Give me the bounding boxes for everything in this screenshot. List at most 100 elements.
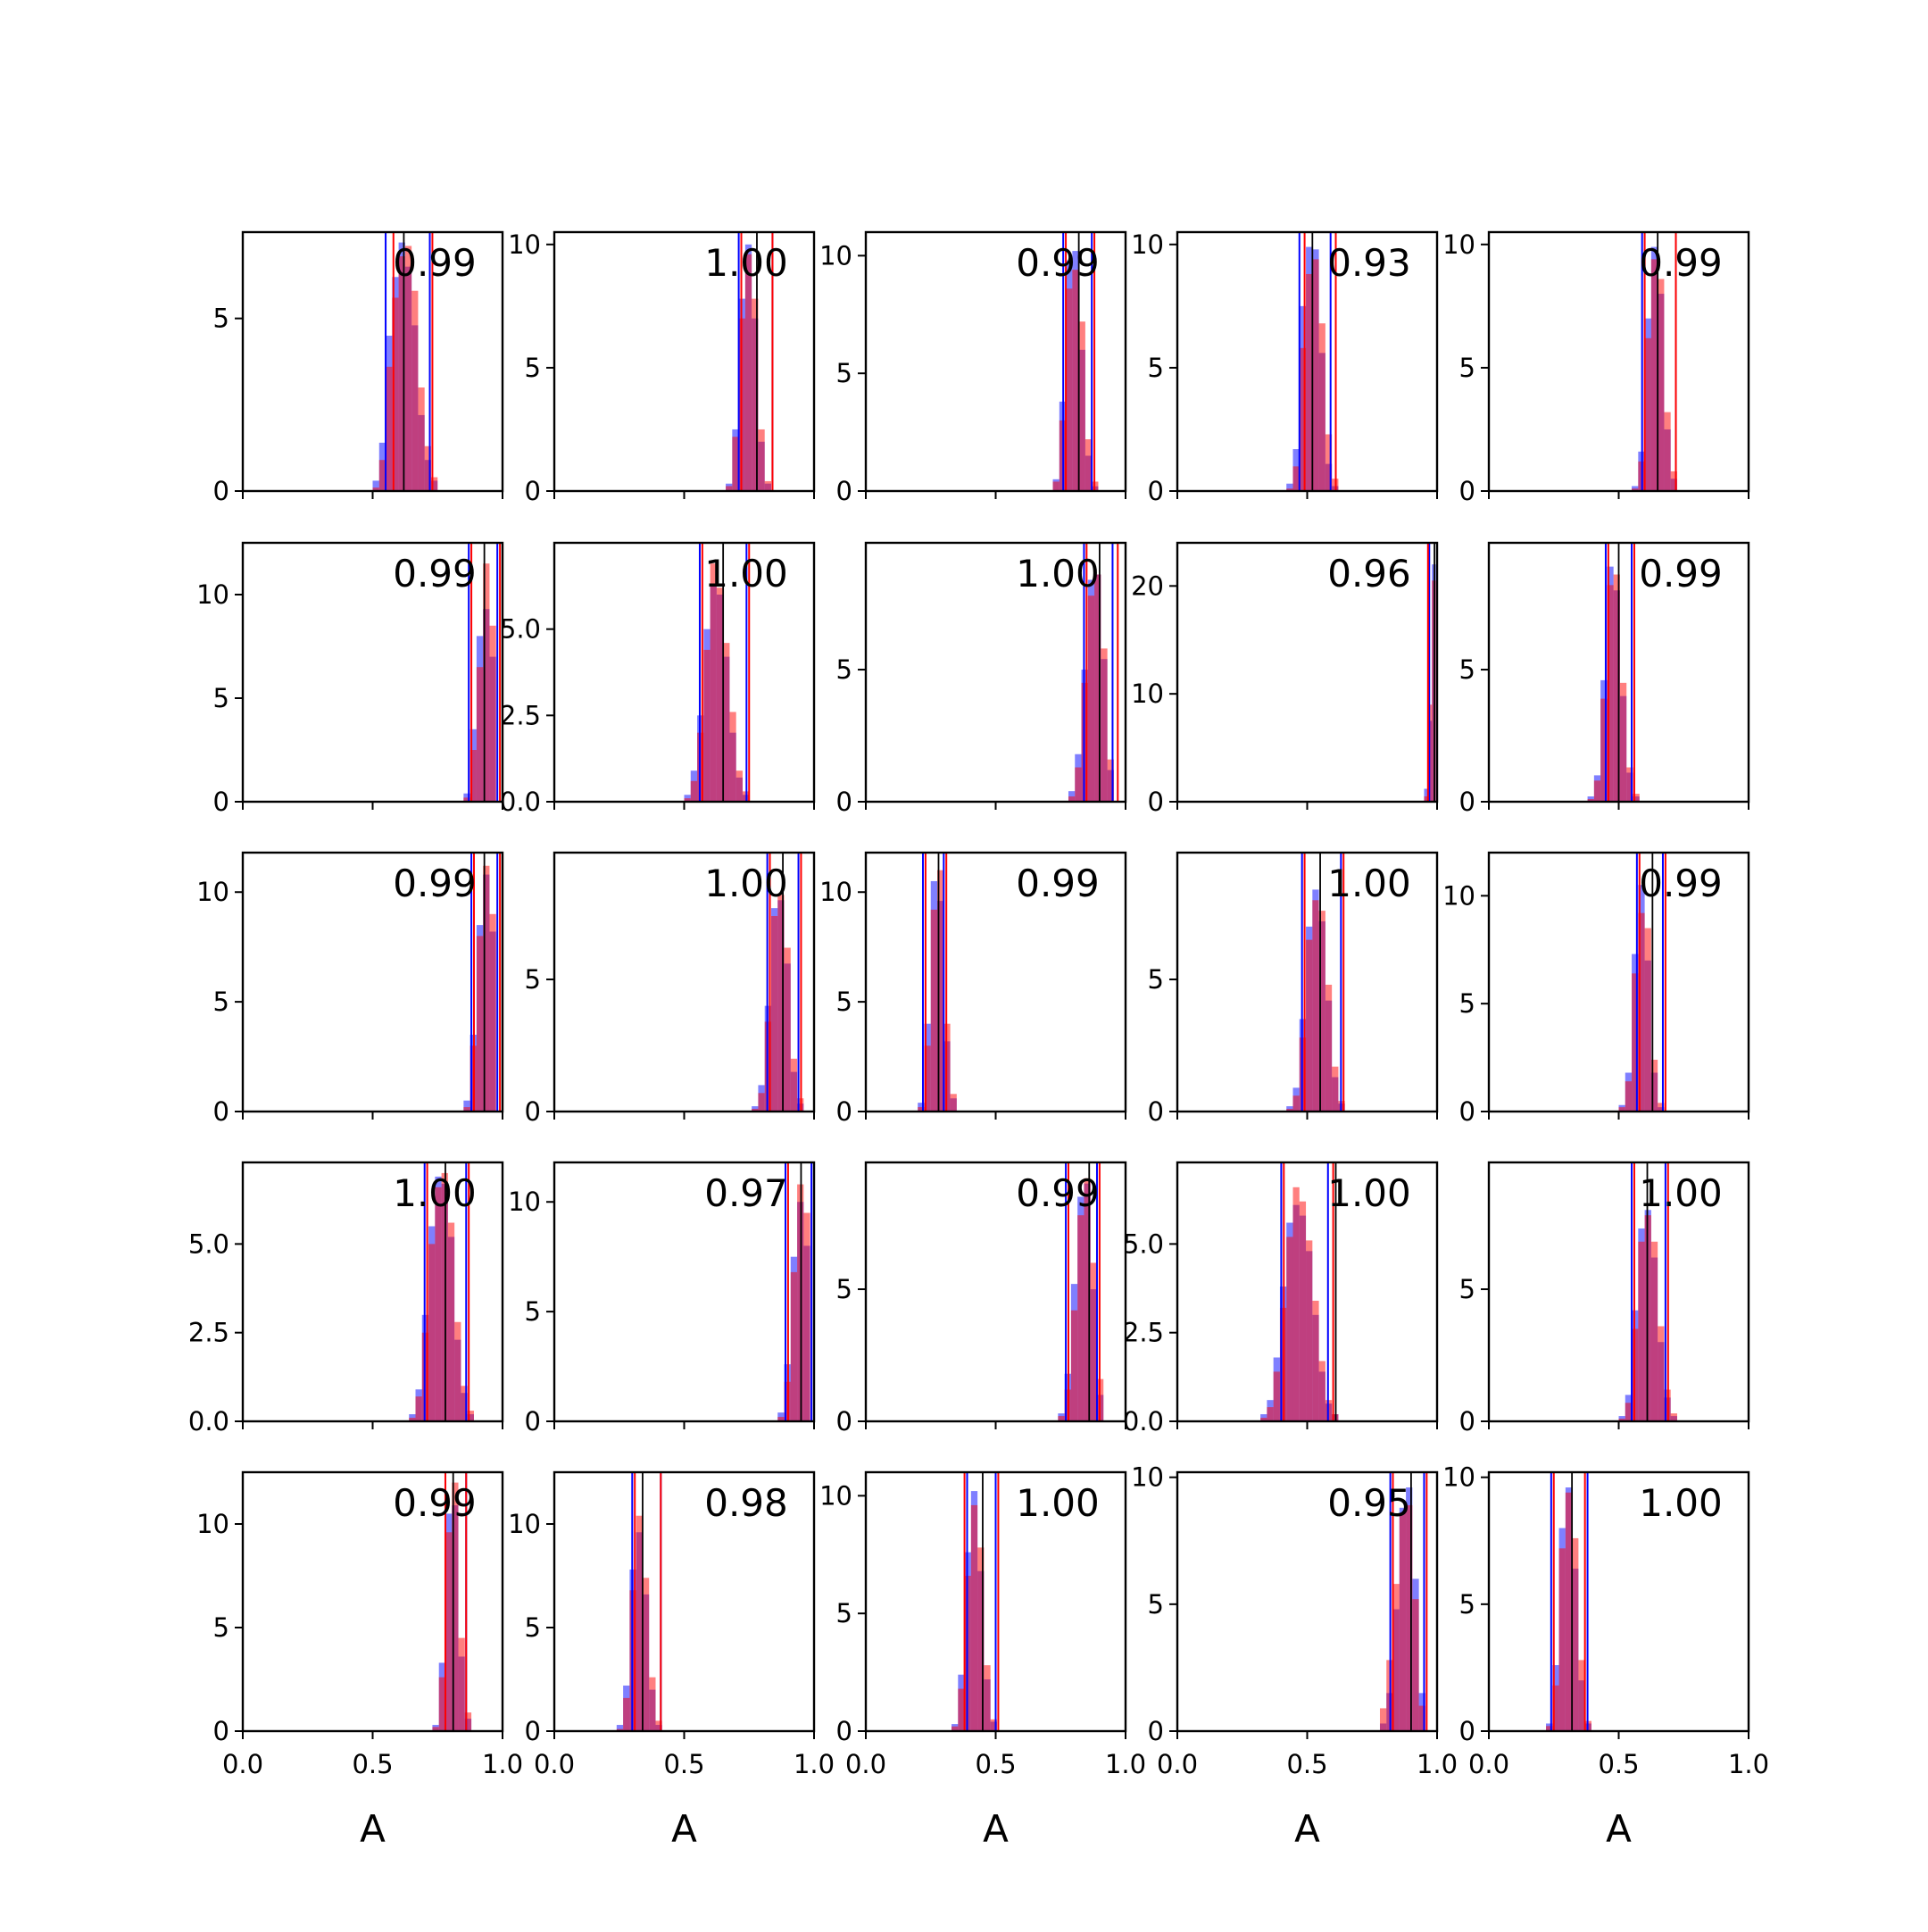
x-tick-label: 0.5 — [1286, 1749, 1327, 1779]
x-axis-label: A — [671, 1807, 697, 1851]
y-tick-label: 0 — [213, 476, 229, 506]
y-tick-label: 0.0 — [1123, 1406, 1164, 1437]
red-histogram-bar — [1306, 939, 1313, 1112]
panel-2-1: 0 5 10 0.99 — [196, 541, 504, 817]
x-axis-label: A — [1294, 1807, 1320, 1851]
panel-2-4: 0 10 20 0.96 — [1131, 541, 1439, 817]
y-tick-label: 5.0 — [188, 1228, 229, 1259]
red-histogram-bar — [386, 366, 393, 491]
red-histogram-bar — [758, 1093, 765, 1112]
red-histogram-bar — [732, 437, 739, 491]
x-tick-label: 0.5 — [1598, 1749, 1639, 1779]
y-tick-label: 0 — [1148, 1716, 1164, 1746]
red-histogram-bar — [752, 1109, 759, 1112]
red-histogram-bar — [758, 429, 765, 491]
red-histogram-bar — [1273, 1371, 1280, 1421]
panel-coverage-label: 0.99 — [1639, 862, 1723, 905]
red-histogram-bar — [1286, 1237, 1293, 1421]
red-histogram-bar — [1424, 795, 1428, 802]
red-histogram-bar — [764, 480, 771, 491]
red-histogram-bar — [924, 1045, 931, 1112]
red-histogram-bar — [1650, 1060, 1658, 1112]
red-histogram-bar — [1325, 434, 1333, 491]
red-histogram-bar — [432, 1727, 439, 1731]
x-tick-label: 0.0 — [534, 1749, 575, 1779]
x-tick-label: 1.0 — [794, 1749, 835, 1779]
red-histogram-bar — [735, 770, 743, 802]
red-histogram-bar — [1558, 1548, 1566, 1731]
y-tick-label: 5 — [1148, 1589, 1164, 1620]
panel-coverage-label: 1.00 — [1327, 862, 1411, 905]
y-tick-label: 0.0 — [188, 1406, 229, 1437]
panel-4-4: 0.0 2.5 5.0 1.00 — [1123, 1161, 1439, 1437]
red-histogram-bar — [1306, 1240, 1313, 1421]
x-tick-label: 1.0 — [1728, 1749, 1769, 1779]
panel-coverage-label: 0.96 — [1327, 552, 1411, 595]
red-histogram-bar — [1625, 1403, 1633, 1421]
red-histogram-bar — [1286, 1109, 1293, 1112]
y-tick-label: 0 — [836, 1406, 852, 1437]
red-histogram-bar — [642, 1578, 650, 1731]
red-histogram-bar — [378, 460, 386, 491]
red-histogram-bar — [418, 387, 425, 491]
red-histogram-bar — [958, 1688, 965, 1731]
panel-coverage-label: 0.99 — [1016, 1171, 1100, 1215]
red-histogram-bar — [398, 256, 405, 491]
panel-2-2: 0.0 2.5 5.0 1.00 — [500, 541, 816, 817]
red-histogram-bar — [784, 947, 791, 1112]
red-histogram-bar — [655, 1720, 662, 1731]
red-histogram-bar — [1325, 984, 1333, 1112]
panel-coverage-label: 1.00 — [1639, 1171, 1723, 1215]
red-histogram-bar — [438, 1677, 445, 1731]
y-tick-label: 0 — [836, 1096, 852, 1127]
red-histogram-bar — [1318, 323, 1326, 491]
x-tick-label: 1.0 — [1105, 1749, 1146, 1779]
red-histogram-bar — [1312, 259, 1319, 491]
y-tick-label: 5 — [836, 1598, 852, 1628]
red-histogram-bar — [1626, 767, 1633, 802]
panel-4-2: 0 5 10 0.97 — [508, 1161, 816, 1437]
panel-coverage-label: 1.00 — [393, 1171, 477, 1215]
panel-1-4: 0 5 10 0.93 — [1131, 229, 1439, 506]
red-histogram-bar — [937, 870, 944, 1112]
red-histogram-bar — [464, 1712, 472, 1731]
red-histogram-bar — [1412, 1599, 1419, 1731]
red-histogram-bar — [777, 1417, 785, 1421]
red-histogram-bar — [729, 712, 736, 802]
panel-2-3: 051.00 — [836, 541, 1127, 817]
panel-coverage-label: 1.00 — [704, 862, 788, 905]
red-histogram-bar — [1406, 1504, 1413, 1731]
red-histogram-bar — [1644, 337, 1651, 491]
red-histogram-bar — [1418, 1705, 1425, 1731]
y-tick-label: 0 — [1459, 1406, 1475, 1437]
red-histogram-bar — [1658, 1103, 1665, 1112]
red-histogram-bar — [1318, 911, 1326, 1112]
panel-5-2: 0 5 10 0.0 0.5 1.0 0.98 A — [508, 1470, 835, 1851]
red-histogram-bar — [636, 1515, 643, 1731]
panel-1-2: 0 5 10 1.00 — [508, 229, 816, 506]
red-histogram-bar — [1299, 1201, 1307, 1421]
y-tick-label: 10 — [819, 877, 852, 907]
panel-coverage-label: 1.00 — [1327, 1171, 1411, 1215]
red-histogram-bar — [1318, 1361, 1326, 1421]
y-tick-label: 5 — [525, 353, 541, 383]
panel-5-4: 0 5 10 0.0 0.5 1.0 0.95 A — [1131, 1462, 1458, 1851]
panel-coverage-label: 0.99 — [393, 241, 477, 285]
red-histogram-bar — [1625, 1081, 1633, 1112]
red-histogram-bar — [1075, 767, 1082, 802]
panel-1-1: 050.99 — [213, 230, 504, 506]
red-histogram-bar — [930, 909, 938, 1112]
red-histogram-bar — [483, 563, 490, 802]
red-histogram-bar — [1072, 270, 1079, 491]
y-tick-label: 0 — [525, 1406, 541, 1437]
red-histogram-bar — [1546, 1726, 1553, 1731]
red-histogram-bar — [1078, 321, 1085, 491]
red-histogram-bar — [790, 1271, 798, 1421]
y-tick-label: 10 — [196, 579, 229, 610]
red-histogram-bar — [489, 913, 496, 1112]
red-histogram-bar — [1638, 912, 1645, 1112]
blue-histogram-bar — [1286, 483, 1293, 491]
red-histogram-bar — [710, 563, 717, 802]
x-axis-label: A — [360, 1807, 386, 1851]
panel-2-5: 050.99 — [1459, 541, 1750, 817]
